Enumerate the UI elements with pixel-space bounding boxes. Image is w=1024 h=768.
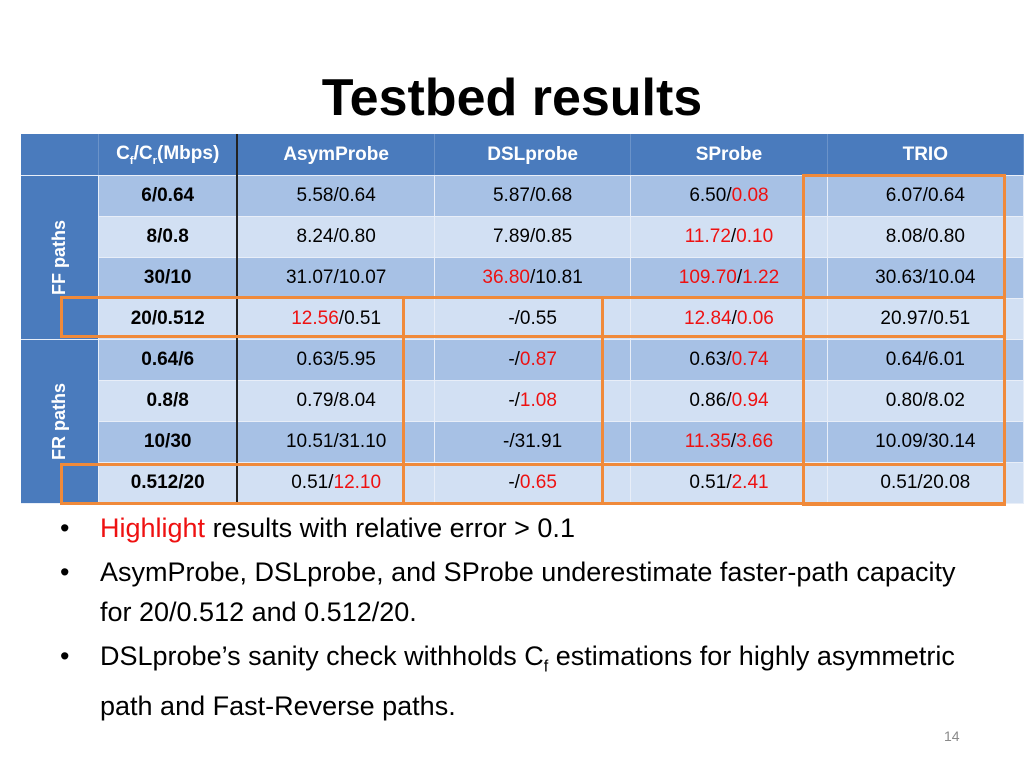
ff-paths-group-label: FF paths (21, 175, 100, 340)
dslprobe-cell: 36.80/10.81 (434, 257, 632, 299)
row-label: 10/30 (98, 421, 239, 463)
sprobe-cell: 0.86/0.94 (630, 380, 828, 422)
table-row: 8/0.8 8.24/0.80 7.89/0.85 11.72/0.10 8.0… (21, 216, 1024, 258)
bullet-item: Highlight results with relative error > … (60, 508, 960, 548)
row-label: 6/0.64 (98, 175, 239, 217)
header-corner-cell (21, 134, 100, 176)
bullet-item: DSLprobe’s sanity check withholds Cf est… (60, 636, 960, 726)
row-label: 0.512/20 (98, 462, 239, 504)
slide-title: Testbed results (321, 69, 703, 127)
row-label: 30/10 (98, 257, 239, 299)
dslprobe-cell: 5.87/0.68 (434, 175, 632, 217)
trio-cell: 20.97/0.51 (827, 298, 1024, 340)
trio-cell: 0.80/8.02 (827, 380, 1024, 422)
row-label: 8/0.8 (98, 216, 239, 258)
bullet-item: AsymProbe, DSLprobe, and SProbe underest… (60, 552, 960, 632)
header-sprobe: SProbe (630, 134, 828, 176)
table-row: 0.8/8 0.79/8.04 -/1.08 0.86/0.94 0.80/8.… (21, 380, 1024, 422)
trio-cell: 0.64/6.01 (827, 339, 1024, 381)
sprobe-cell: 11.72/0.10 (630, 216, 828, 258)
sprobe-cell: 11.35/3.66 (630, 421, 828, 463)
fr-paths-group-label: FR paths (21, 339, 100, 504)
table-row: FF paths 6/0.64 5.58/0.64 5.87/0.68 6.50… (21, 175, 1024, 340)
asymprobe-cell: 31.07/10.07 (237, 257, 435, 299)
asymprobe-cell: 0.63/5.95 (237, 339, 435, 381)
sprobe-cell: 0.63/0.74 (630, 339, 828, 381)
dslprobe-cell: -/0.55 (434, 298, 632, 340)
dslprobe-cell: -/31.91 (434, 421, 632, 463)
header-asymprobe: AsymProbe (237, 134, 435, 176)
header-capacity: Cf/Cr(Mbps) (98, 134, 239, 176)
table-row: FR paths 0.64/6 0.63/5.95 -/0.87 0.63/0.… (21, 339, 1024, 504)
row-label: 0.64/6 (98, 339, 239, 381)
table-row: 10/30 10.51/31.10 -/31.91 11.35/3.66 10.… (21, 421, 1024, 463)
table-row: 0.512/20 0.51/12.10 -/0.65 0.51/2.41 0.5… (21, 462, 1024, 504)
row-label: 0.8/8 (98, 380, 239, 422)
trio-cell: 0.51/20.08 (827, 462, 1024, 504)
sprobe-cell: 12.84/0.06 (630, 298, 828, 340)
asymprobe-cell: 12.56/0.51 (237, 298, 435, 340)
asymprobe-cell: 8.24/0.80 (237, 216, 435, 258)
sprobe-cell: 6.50/0.08 (630, 175, 828, 217)
asymprobe-cell: 5.58/0.64 (237, 175, 435, 217)
sprobe-cell: 109.70/1.22 (630, 257, 828, 299)
dslprobe-cell: -/1.08 (434, 380, 632, 422)
table-row: 30/10 31.07/10.07 36.80/10.81 109.70/1.2… (21, 257, 1024, 299)
dslprobe-cell: -/0.87 (434, 339, 632, 381)
asymprobe-cell: 10.51/31.10 (237, 421, 435, 463)
asymprobe-cell: 0.79/8.04 (237, 380, 435, 422)
dslprobe-cell: -/0.65 (434, 462, 632, 504)
trio-cell: 30.63/10.04 (827, 257, 1024, 299)
results-table-wrapper: Cf/Cr(Mbps) AsymProbe DSLprobe SProbe TR… (21, 134, 1024, 506)
trio-cell: 10.09/30.14 (827, 421, 1024, 463)
trio-cell: 8.08/0.80 (827, 216, 1024, 258)
trio-cell: 6.07/0.64 (827, 175, 1024, 217)
results-table: Cf/Cr(Mbps) AsymProbe DSLprobe SProbe TR… (21, 134, 1024, 504)
table-row: 20/0.512 12.56/0.51 -/0.55 12.84/0.06 20… (21, 298, 1024, 340)
header-trio: TRIO (827, 134, 1024, 176)
asymprobe-cell: 0.51/12.10 (237, 462, 435, 504)
dslprobe-cell: 7.89/0.85 (434, 216, 632, 258)
sprobe-cell: 0.51/2.41 (630, 462, 828, 504)
row-label: 20/0.512 (98, 298, 239, 340)
bullet-list: Highlight results with relative error > … (60, 508, 960, 730)
table-header-row: Cf/Cr(Mbps) AsymProbe DSLprobe SProbe TR… (21, 134, 1024, 176)
header-dslprobe: DSLprobe (434, 134, 632, 176)
page-number: 14 (944, 728, 960, 744)
